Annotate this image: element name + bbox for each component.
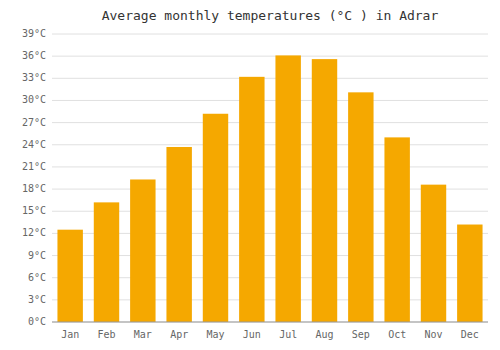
x-axis: Jan Feb Mar Apr May Jun Jul Aug Sep Oct Nov Dec — [61, 329, 479, 340]
y-tick-label: 21°C — [22, 161, 46, 172]
bar — [275, 55, 300, 322]
x-tick-label: Jan — [61, 329, 79, 340]
bar — [130, 179, 155, 322]
bar — [457, 225, 482, 322]
grid-line — [52, 34, 488, 35]
bar — [239, 77, 264, 322]
grid-line — [52, 122, 488, 123]
y-axis: 0°C 3°C 6°C 9°C 12°C 15°C 18°C 21°C 24°C 27°C 30°C… — [22, 28, 488, 327]
grid-line — [52, 100, 488, 101]
x-tick-label: Nov — [424, 329, 442, 340]
chart-title: Average monthly temperatures (°C ) in Ad… — [102, 8, 439, 23]
bar — [166, 147, 191, 322]
x-tick-label: Aug — [315, 329, 333, 340]
x-tick-label: May — [206, 329, 224, 340]
x-tick-label: Dec — [461, 329, 479, 340]
x-tick-label: Oct — [388, 329, 406, 340]
bars — [57, 55, 482, 322]
y-tick-label: 36°C — [22, 50, 46, 61]
y-tick-label: 27°C — [22, 117, 46, 128]
grid-line — [52, 322, 488, 323]
y-tick-label: 3°C — [28, 294, 46, 305]
x-tick-label: Apr — [170, 329, 188, 340]
bar — [348, 92, 373, 322]
y-tick-label: 6°C — [28, 272, 46, 283]
y-tick-label: 33°C — [22, 72, 46, 83]
y-tick-label: 24°C — [22, 139, 46, 150]
grid-line — [52, 144, 488, 145]
y-tick-label: 9°C — [28, 250, 46, 261]
chart-svg: Average monthly temperatures (°C ) in Ad… — [0, 0, 500, 350]
y-tick-label: 39°C — [22, 28, 46, 39]
grid-line — [52, 166, 488, 167]
bar — [57, 230, 82, 322]
bar — [94, 202, 119, 322]
x-axis-line — [52, 322, 488, 323]
y-tick-label: 0°C — [28, 316, 46, 327]
bar — [203, 114, 228, 322]
bar — [384, 137, 409, 322]
y-tick-label: 18°C — [22, 183, 46, 194]
y-tick-label: 12°C — [22, 227, 46, 238]
y-tick-label: 15°C — [22, 205, 46, 216]
bar — [421, 185, 446, 322]
x-tick-label: Mar — [134, 329, 152, 340]
x-tick-label: Sep — [352, 329, 370, 340]
x-tick-label: Feb — [97, 329, 115, 340]
grid-line — [52, 78, 488, 79]
chart-container: Average monthly temperatures (°C ) in Ad… — [0, 0, 500, 350]
x-tick-label: Jun — [243, 329, 261, 340]
bar — [312, 59, 337, 322]
y-tick-label: 30°C — [22, 94, 46, 105]
grid-line — [52, 56, 488, 57]
x-tick-label: Jul — [279, 329, 297, 340]
